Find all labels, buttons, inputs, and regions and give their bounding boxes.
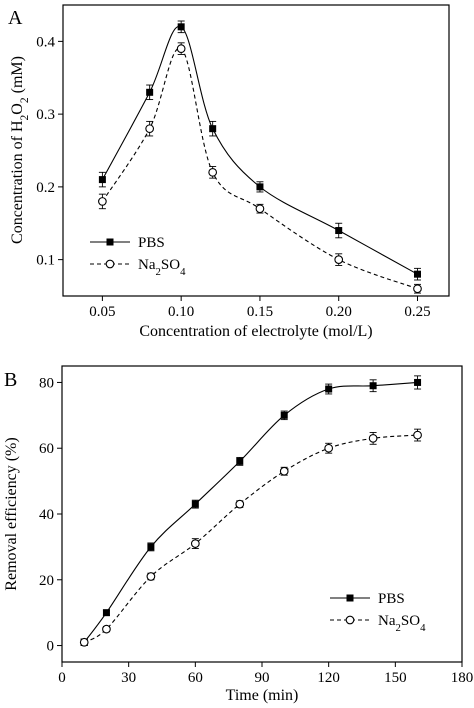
label-subscript: 4 [180, 266, 186, 278]
legend-label: PBS [378, 591, 405, 607]
legend-entry: Na2SO4 [330, 613, 426, 634]
x-tick-label: 0 [58, 670, 66, 686]
label-subscript: 2 [156, 266, 161, 278]
series-line [83, 381, 418, 643]
y-tick-label: 20 [39, 573, 54, 589]
label-subscript: 2 [396, 622, 401, 634]
data-point-circle [98, 197, 107, 206]
y-tick-label: 0 [47, 639, 55, 655]
data-point-circle [208, 167, 218, 177]
x-axis-label: Time (min) [226, 687, 299, 704]
y-tick-label: 0.3 [36, 107, 55, 123]
series-line [101, 47, 418, 290]
panel-a: A 0.05 0.10 0.15 0.20 0.25 0.1 0.2 0.3 0.4 Concent… [8, 4, 450, 340]
series-line [83, 434, 418, 643]
x-tick-label: 0.05 [89, 304, 115, 320]
legend-entry: PBS [90, 235, 165, 251]
data-point-circle [255, 204, 265, 214]
series-pbs [80, 375, 422, 647]
label-run: Na [138, 257, 156, 273]
legend-label: Na2SO4 [378, 613, 426, 634]
legend-entry: Na2SO4 [90, 257, 186, 278]
panel-label: A [8, 7, 23, 29]
legend-label: Na2SO4 [138, 257, 186, 278]
data-point-square [280, 411, 288, 419]
label-run: PBS [138, 235, 165, 251]
data-point-square [369, 382, 377, 390]
label-run: PBS [378, 591, 405, 607]
x-tick-label: 0.15 [247, 304, 273, 320]
label-run: Removal efficiency (%) [3, 437, 20, 590]
data-point-circle [102, 624, 111, 634]
x-tick-label: 60 [188, 670, 203, 686]
data-point-square [414, 378, 422, 386]
x-tick-label: 90 [255, 670, 270, 686]
label-run: Na [378, 613, 396, 629]
y-tick-label: 80 [39, 375, 54, 391]
data-point-circle [413, 430, 422, 440]
data-point-square [236, 457, 244, 465]
data-point-square [256, 183, 264, 191]
panel-b: B 0 30 60 90 120 150 180 0 20 40 60 80 Time (min) Remo… [3, 365, 474, 704]
label-subscript: 2 [19, 114, 31, 120]
data-point-circle [345, 615, 355, 625]
legend-label: PBS [138, 235, 165, 251]
data-point-circle [146, 572, 156, 581]
data-point-square [191, 500, 199, 508]
label-run: (mM) [9, 56, 26, 97]
x-axis-label: Concentration of electrolyte (mol/L) [139, 323, 372, 340]
data-point-circle [79, 637, 89, 647]
data-point-circle [334, 255, 344, 264]
data-point-square [146, 88, 154, 96]
x-tick-label: 0.25 [404, 304, 430, 320]
y-tick-label: 0.2 [36, 180, 55, 196]
data-point-square [346, 594, 354, 602]
data-point-square [325, 385, 333, 393]
data-point-square [413, 270, 421, 278]
x-tick-label: 150 [384, 670, 407, 686]
y-tick-label: 0.1 [36, 253, 55, 269]
data-point-circle [413, 284, 422, 294]
legend-entry: PBS [330, 591, 405, 607]
label-run: SO [401, 613, 420, 629]
label-run: SO [161, 257, 180, 273]
y-axis-label: Concentration of H2O2 (mM) [9, 56, 31, 244]
data-point-circle [105, 259, 115, 269]
data-point-circle [368, 434, 378, 443]
y-axis-label: Removal efficiency (%) [3, 437, 20, 590]
x-tick-label: 0.20 [326, 304, 352, 320]
data-point-circle [176, 44, 186, 54]
y-tick-label: 40 [39, 507, 54, 523]
data-point-square [106, 238, 114, 246]
plot-frame [62, 4, 450, 297]
label-run: Concentration of H [9, 120, 26, 244]
x-tick-label: 120 [317, 670, 340, 686]
data-point-circle [190, 539, 200, 548]
y-tick-label: 0.4 [36, 34, 55, 50]
y-tick-label: 60 [39, 441, 54, 457]
label-subscript: 4 [420, 622, 426, 634]
data-point-square [147, 543, 155, 551]
data-point-square [209, 125, 217, 133]
series-pbs [98, 20, 421, 281]
data-point-square [98, 176, 106, 184]
data-point-circle [279, 466, 289, 476]
x-tick-label: 30 [121, 670, 136, 686]
x-tick-label: 180 [451, 670, 474, 686]
data-point-square [102, 609, 110, 617]
data-point-square [335, 227, 343, 235]
data-point-circle [324, 443, 334, 453]
series-na2so4 [79, 428, 422, 647]
label-subscript: 2 [19, 97, 31, 103]
x-tick-label: 0.10 [168, 304, 194, 320]
data-point-circle [145, 124, 155, 134]
data-point-square [177, 23, 185, 31]
data-point-circle [235, 499, 245, 509]
label-run: O [9, 103, 26, 115]
panel-label: B [4, 369, 17, 391]
series-na2so4 [98, 42, 422, 294]
